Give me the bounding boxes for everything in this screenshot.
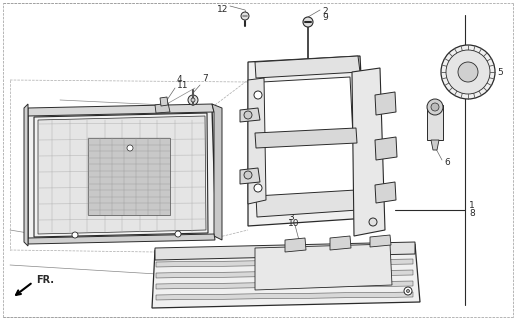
Circle shape (175, 231, 181, 237)
Polygon shape (24, 104, 28, 246)
Text: 7: 7 (202, 74, 208, 83)
Polygon shape (152, 244, 420, 308)
Circle shape (441, 45, 495, 99)
Circle shape (427, 99, 443, 115)
Polygon shape (255, 56, 360, 78)
Polygon shape (155, 103, 170, 113)
Polygon shape (330, 236, 351, 250)
Circle shape (188, 95, 198, 105)
Polygon shape (431, 140, 439, 150)
Text: 10: 10 (288, 219, 299, 228)
Polygon shape (262, 77, 356, 202)
Text: 12: 12 (217, 5, 228, 14)
Circle shape (431, 103, 439, 111)
Polygon shape (156, 292, 413, 300)
Polygon shape (375, 137, 397, 160)
Circle shape (244, 171, 252, 179)
Polygon shape (28, 234, 215, 244)
Polygon shape (375, 92, 396, 115)
Text: 9: 9 (322, 13, 328, 22)
Polygon shape (352, 68, 385, 236)
Polygon shape (248, 56, 368, 226)
Circle shape (254, 184, 262, 192)
Text: 3: 3 (288, 213, 294, 222)
Circle shape (458, 62, 478, 82)
Circle shape (127, 145, 133, 151)
Polygon shape (28, 104, 214, 116)
Text: FR.: FR. (36, 275, 54, 285)
Circle shape (72, 232, 78, 238)
Text: 6: 6 (444, 157, 450, 166)
Polygon shape (375, 182, 396, 203)
Polygon shape (88, 138, 170, 215)
Polygon shape (155, 242, 415, 260)
Circle shape (446, 50, 490, 94)
Polygon shape (285, 238, 306, 252)
Circle shape (241, 12, 249, 20)
Polygon shape (212, 104, 222, 240)
Circle shape (244, 111, 252, 119)
Circle shape (303, 17, 313, 27)
Text: 2: 2 (322, 7, 328, 16)
Circle shape (406, 290, 409, 292)
Polygon shape (160, 97, 168, 106)
Polygon shape (427, 105, 443, 140)
Polygon shape (240, 168, 260, 184)
Text: 4: 4 (177, 75, 183, 84)
Text: 8: 8 (469, 209, 475, 218)
Polygon shape (156, 259, 413, 267)
Circle shape (254, 91, 262, 99)
Text: 1: 1 (469, 201, 475, 210)
Polygon shape (240, 108, 260, 122)
Polygon shape (255, 128, 357, 148)
Circle shape (191, 98, 195, 102)
Text: 11: 11 (177, 81, 189, 90)
Polygon shape (38, 116, 206, 234)
Circle shape (404, 287, 412, 295)
Polygon shape (256, 190, 358, 217)
Circle shape (369, 218, 377, 226)
Text: 5: 5 (497, 68, 503, 76)
Polygon shape (156, 281, 413, 289)
Polygon shape (248, 78, 266, 204)
Polygon shape (28, 108, 216, 242)
Polygon shape (370, 235, 391, 247)
Polygon shape (156, 270, 413, 278)
Polygon shape (255, 244, 392, 290)
